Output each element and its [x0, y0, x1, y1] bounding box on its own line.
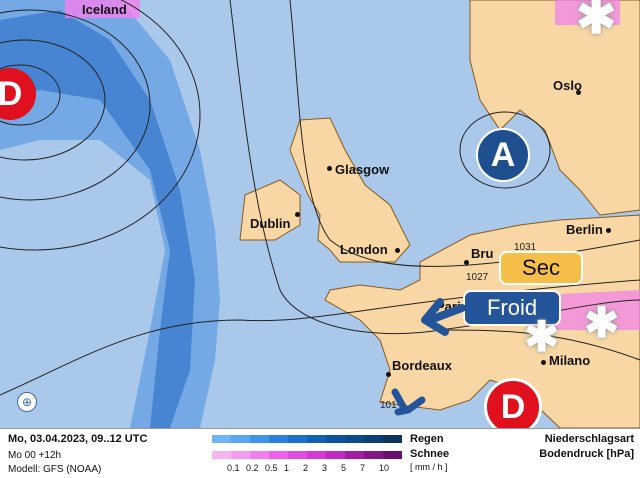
scale-swatch	[288, 435, 307, 443]
snow-star-icon: ✱	[524, 313, 560, 360]
city-dot	[464, 260, 469, 265]
isobar-label: 101	[380, 400, 397, 411]
legend: Mo, 03.04.2023, 09..12 UTC Mo 00 +12h Mo…	[0, 429, 640, 478]
scale-swatch	[231, 451, 250, 459]
city-dot	[386, 372, 391, 377]
scale-tick: 3	[322, 463, 328, 473]
rain-band-inner	[0, 10, 195, 428]
high-pressure-symbol: A	[476, 128, 530, 182]
model-name: Modell: GFS (NOAA)	[8, 464, 102, 475]
label-paris: Pari	[436, 299, 461, 314]
forecast-date: Mo, 03.04.2023, 09..12 UTC	[8, 433, 148, 445]
scale-swatch	[307, 435, 326, 443]
city-dot	[295, 212, 300, 217]
label-berlin: Berlin	[566, 222, 603, 237]
scale-swatch	[288, 451, 307, 459]
city-dot	[606, 228, 611, 233]
city-dot	[576, 90, 581, 95]
scale-swatch	[383, 435, 402, 443]
land-scandinavia	[469, 0, 640, 216]
scale-swatch	[269, 435, 288, 443]
snow-alps	[540, 290, 640, 330]
land-ireland	[239, 179, 301, 241]
snow-label: Schnee	[410, 448, 450, 460]
weather-map: D A D Iceland Oslo Glasgow Dublin London…	[0, 0, 640, 429]
snow-norway	[555, 0, 620, 25]
scale-swatch	[364, 435, 383, 443]
scale-swatch	[212, 435, 231, 443]
unit-label: [ mm / h ]	[410, 462, 448, 472]
scale-ticks: 0.1 0.2 0.5 1 2 3 5 7 10	[212, 463, 402, 475]
legend-title-precip: Niederschlagsart	[544, 433, 634, 445]
scale-swatch	[231, 435, 250, 443]
cold-tag: Froid	[463, 290, 561, 326]
rain-scale	[212, 435, 402, 443]
label-bordeaux: Bordeaux	[392, 358, 452, 373]
label-oslo: Oslo	[553, 78, 582, 93]
label-iceland: Iceland	[82, 2, 127, 17]
scale-tick: 0.1	[227, 463, 240, 473]
label-dublin: Dublin	[250, 216, 291, 231]
scale-swatch	[326, 435, 345, 443]
scale-tick: 10	[379, 463, 390, 473]
snow-star-icon: ✱	[584, 299, 620, 346]
scale-swatch	[307, 451, 326, 459]
compass-icon[interactable]: ⊕	[17, 392, 37, 412]
isobar-label: 1027	[466, 272, 489, 283]
city-dot	[395, 248, 400, 253]
label-glasgow: Glasgow	[335, 162, 390, 177]
scale-swatch	[345, 451, 364, 459]
scale-swatch	[364, 451, 383, 459]
scale-tick: 0.2	[246, 463, 259, 473]
label-milano: Milano	[549, 353, 591, 368]
label-london: London	[340, 242, 388, 257]
scale-tick: 1	[284, 463, 290, 473]
scale-swatch	[250, 451, 269, 459]
land-britain	[289, 117, 411, 263]
scale-swatch	[326, 451, 345, 459]
scale-swatch	[212, 451, 231, 459]
scale-tick: 0.5	[265, 463, 278, 473]
scale-swatch	[345, 435, 364, 443]
scale-tick: 7	[360, 463, 366, 473]
low-pressure-symbol-south: D	[484, 378, 542, 428]
map-background	[0, 0, 640, 428]
isobar-label: 1031	[514, 242, 537, 253]
scale-swatch	[250, 435, 269, 443]
forecast-run: Mo 00 +12h	[8, 450, 62, 461]
snow-scale	[212, 451, 402, 459]
city-dot	[327, 166, 332, 171]
snow-star-icon: ✱	[576, 0, 617, 44]
label-bruxelles: Bru	[471, 246, 494, 261]
scale-swatch	[383, 451, 402, 459]
scale-tick: 2	[303, 463, 309, 473]
rain-label: Regen	[410, 433, 444, 445]
city-dot	[541, 360, 546, 365]
snow-iceland	[65, 0, 140, 18]
scale-swatch	[269, 451, 288, 459]
legend-title-pressure: Bodendruck [hPa]	[539, 448, 634, 460]
scale-tick: 5	[341, 463, 347, 473]
dry-tag: Sec	[499, 251, 583, 285]
